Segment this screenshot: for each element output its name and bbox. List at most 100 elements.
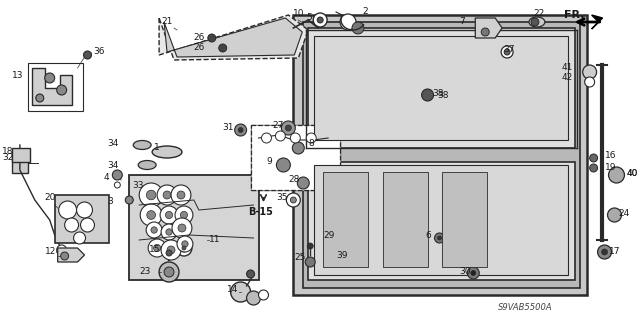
Text: 21: 21 <box>161 18 172 26</box>
Ellipse shape <box>138 160 156 169</box>
Circle shape <box>176 240 192 256</box>
Circle shape <box>334 246 342 254</box>
Bar <box>308 162 575 280</box>
Circle shape <box>160 206 178 224</box>
Circle shape <box>74 232 86 244</box>
Circle shape <box>238 128 243 132</box>
Circle shape <box>291 133 300 143</box>
Circle shape <box>467 267 479 279</box>
Ellipse shape <box>152 146 182 158</box>
Circle shape <box>166 211 173 219</box>
Bar <box>442 172 487 267</box>
Circle shape <box>340 14 356 30</box>
Circle shape <box>438 236 442 240</box>
Circle shape <box>582 65 596 79</box>
Text: 22: 22 <box>533 10 544 19</box>
Circle shape <box>259 290 268 300</box>
Circle shape <box>84 51 92 59</box>
Text: 26: 26 <box>193 43 204 53</box>
Circle shape <box>345 253 355 263</box>
Circle shape <box>151 227 157 233</box>
Text: 26: 26 <box>193 33 204 42</box>
Circle shape <box>275 131 285 141</box>
Circle shape <box>57 245 67 255</box>
Text: 3: 3 <box>108 197 113 206</box>
Circle shape <box>148 239 166 257</box>
Text: 39: 39 <box>336 251 348 261</box>
Text: 40: 40 <box>627 168 638 177</box>
Circle shape <box>59 201 77 219</box>
Text: 15: 15 <box>149 246 161 255</box>
Text: 16: 16 <box>605 151 616 160</box>
Ellipse shape <box>529 17 545 27</box>
Circle shape <box>147 190 156 200</box>
Circle shape <box>422 89 433 101</box>
Circle shape <box>602 249 607 255</box>
Circle shape <box>313 13 327 27</box>
Text: 17: 17 <box>609 248 620 256</box>
Circle shape <box>125 196 133 204</box>
Circle shape <box>161 240 181 260</box>
Polygon shape <box>476 18 502 38</box>
Circle shape <box>246 270 255 278</box>
Circle shape <box>589 154 598 162</box>
Text: 35: 35 <box>276 194 288 203</box>
Text: 10: 10 <box>293 10 305 19</box>
Bar <box>251 125 340 190</box>
Text: 8: 8 <box>308 138 314 147</box>
Circle shape <box>172 218 192 238</box>
Circle shape <box>230 282 251 302</box>
Text: 42: 42 <box>562 73 573 83</box>
Bar <box>12 155 28 173</box>
Text: 25: 25 <box>294 254 306 263</box>
Bar <box>314 36 568 140</box>
Bar <box>28 63 83 111</box>
Circle shape <box>208 34 216 42</box>
Circle shape <box>140 183 163 207</box>
Circle shape <box>36 94 44 102</box>
Circle shape <box>180 211 188 219</box>
Circle shape <box>115 182 120 188</box>
Text: 5: 5 <box>307 13 312 23</box>
Text: 36: 36 <box>93 47 105 56</box>
Text: 20: 20 <box>45 194 56 203</box>
Circle shape <box>481 28 489 36</box>
Circle shape <box>607 208 621 222</box>
Text: 34: 34 <box>108 138 119 147</box>
Text: S9VAB5500A: S9VAB5500A <box>498 303 552 313</box>
Text: 4: 4 <box>104 174 109 182</box>
Circle shape <box>81 218 95 232</box>
Circle shape <box>65 218 79 232</box>
Circle shape <box>276 158 291 172</box>
Circle shape <box>298 177 309 189</box>
Text: 14: 14 <box>227 286 238 294</box>
Text: 33: 33 <box>132 181 144 189</box>
Circle shape <box>147 211 156 219</box>
Text: B-15: B-15 <box>248 207 273 217</box>
Bar <box>54 195 109 243</box>
Circle shape <box>166 250 172 256</box>
Circle shape <box>61 252 68 260</box>
Polygon shape <box>293 15 587 295</box>
Circle shape <box>307 133 316 143</box>
Circle shape <box>585 77 595 87</box>
Circle shape <box>167 246 175 254</box>
Ellipse shape <box>133 140 151 150</box>
Circle shape <box>157 185 177 205</box>
Text: 28: 28 <box>289 175 300 184</box>
Text: 9: 9 <box>266 158 272 167</box>
Circle shape <box>609 167 625 183</box>
Circle shape <box>504 49 510 55</box>
Text: 38: 38 <box>433 88 444 98</box>
Circle shape <box>161 224 177 240</box>
Circle shape <box>307 243 313 249</box>
Circle shape <box>178 224 186 232</box>
Bar <box>12 148 30 162</box>
Text: 23: 23 <box>140 268 150 277</box>
Polygon shape <box>58 248 84 262</box>
Circle shape <box>471 271 476 276</box>
Circle shape <box>262 133 271 143</box>
Text: 38: 38 <box>438 91 449 100</box>
Circle shape <box>317 17 323 23</box>
Circle shape <box>45 73 54 83</box>
